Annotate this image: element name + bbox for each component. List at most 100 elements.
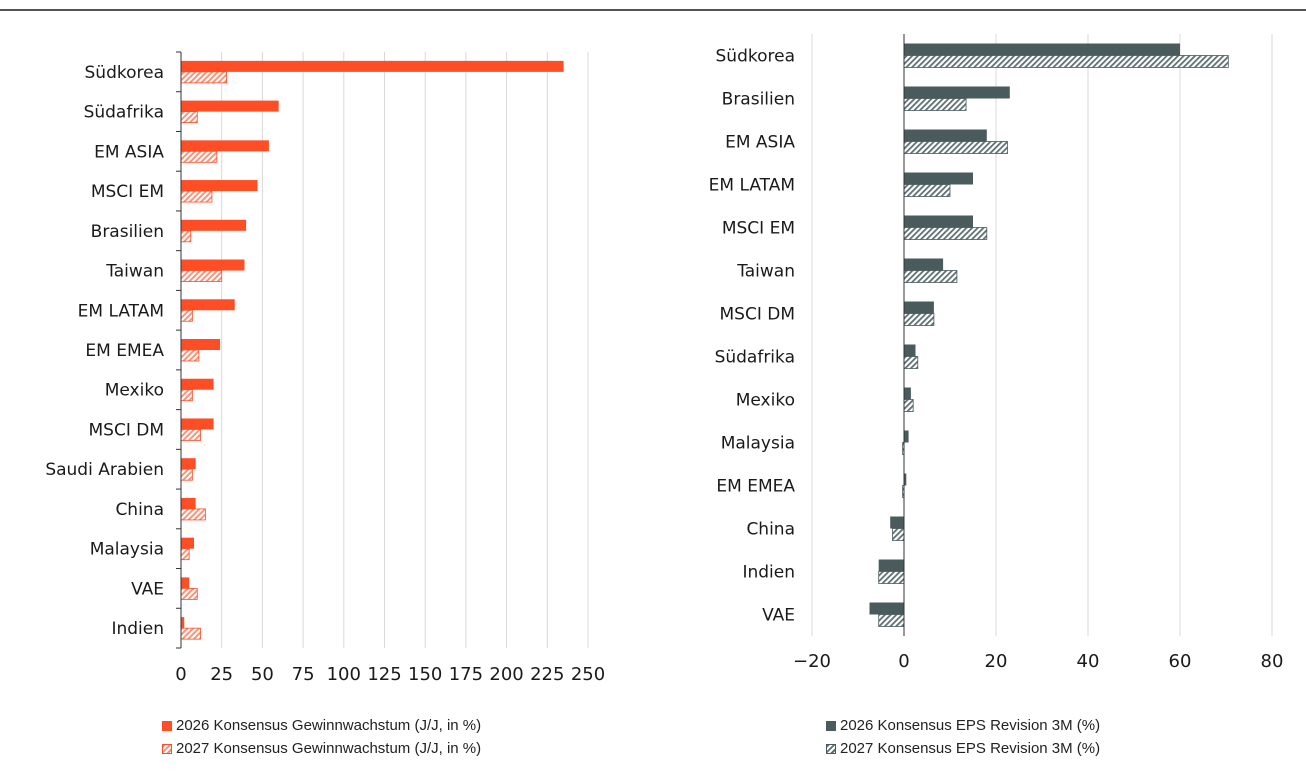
bar-2026 <box>904 215 973 228</box>
bar-2026 <box>181 100 279 112</box>
bar-2027 <box>903 356 919 369</box>
legend-left: 2026 Konsensus Gewinnwachstum (J/J, in %… <box>162 714 481 760</box>
bar-2026 <box>181 299 235 311</box>
x-tick-label: 250 <box>571 664 605 685</box>
category-label: EM EMEA <box>85 341 164 361</box>
bar-2027 <box>180 588 198 600</box>
bar-2026 <box>904 344 916 357</box>
bar-2027 <box>878 614 905 627</box>
category-label: Brasilien <box>722 90 795 110</box>
bar-2026 <box>904 86 1010 99</box>
category-label: EM ASIA <box>725 133 795 153</box>
legend-right: 2026 Konsensus EPS Revision 3M (%) 2027 … <box>826 714 1100 760</box>
bar-2027 <box>180 429 201 441</box>
category-label: Südkorea <box>716 47 796 67</box>
category-label: Südafrika <box>715 348 795 368</box>
legend-label: 2027 Konsensus EPS Revision 3M (%) <box>840 740 1101 757</box>
category-label: EM LATAM <box>78 301 164 321</box>
bar-2027 <box>903 141 1008 154</box>
category-label: EM EMEA <box>716 477 795 497</box>
legend-label: 2027 Konsensus Gewinnwachstum (J/J, in %… <box>176 740 482 757</box>
bar-2026 <box>904 258 944 271</box>
legend-swatch-solid <box>826 720 836 731</box>
bar-2027 <box>903 227 988 240</box>
bar-2026 <box>878 559 904 572</box>
legend-swatch-hatched <box>826 743 836 754</box>
x-tick-label: 175 <box>449 664 483 685</box>
category-label: Malaysia <box>90 540 164 560</box>
bar-2026 <box>181 378 214 390</box>
x-tick-label: 50 <box>251 664 274 685</box>
bar-2027 <box>180 627 201 640</box>
category-label: EM ASIA <box>94 142 164 162</box>
category-label: MSCI DM <box>719 305 795 325</box>
bar-2026 <box>181 259 245 271</box>
category-label: Südkorea <box>85 63 165 83</box>
category-label: Indien <box>111 619 164 639</box>
bar-2026 <box>181 219 247 231</box>
x-tick-label: 200 <box>489 664 523 685</box>
bar-2026 <box>181 458 196 470</box>
bar-2026 <box>904 473 907 486</box>
category-label: Südafrika <box>84 103 164 123</box>
x-tick-label: 20 <box>985 651 1008 672</box>
legend-item-2026-growth: 2026 Konsensus Gewinnwachstum (J/J, in %… <box>162 714 481 737</box>
x-tick-label: 225 <box>530 664 564 685</box>
top-rule <box>0 9 1306 11</box>
bar-2026 <box>181 60 564 72</box>
bar-2027 <box>903 270 958 283</box>
bar-2026 <box>904 301 934 314</box>
bar-2026 <box>181 537 195 549</box>
chart-eps-revision: −20 0 20 40 60 80 Südkorea Brasilien EM ASIA EM L… <box>709 34 1284 672</box>
bar-2026 <box>181 577 190 589</box>
category-label: Indien <box>742 563 795 583</box>
bar-2026 <box>181 497 196 509</box>
bar-2026 <box>181 339 221 350</box>
x-tick-label: 0 <box>898 651 909 672</box>
bar-2027 <box>180 548 190 561</box>
x-tick-label: 0 <box>175 664 186 685</box>
bar-2026 <box>181 180 258 192</box>
legend-swatch-hatched <box>162 743 172 754</box>
bar-2027 <box>180 150 218 163</box>
bar-2027 <box>180 468 193 481</box>
bar-2027 <box>180 309 193 322</box>
category-label: Taiwan <box>105 262 164 282</box>
bar-2026 <box>904 43 1180 56</box>
category-label: Brasilien <box>91 222 164 242</box>
category-label: VAE <box>762 606 795 626</box>
bar-2027 <box>903 313 935 326</box>
bar-2027 <box>903 184 951 197</box>
legend-label: 2026 Konsensus EPS Revision 3M (%) <box>840 717 1101 734</box>
chart-gewinnwachstum: 0 25 50 75 100 125 150 175 200 225 250 Südkorea Süda… <box>45 51 605 685</box>
bar-2026 <box>181 617 185 629</box>
legend-swatch-solid <box>162 720 172 731</box>
bar-2026 <box>904 172 973 185</box>
category-label: Saudi Arabien <box>45 460 164 480</box>
category-label: Mexiko <box>105 381 164 401</box>
x-tick-label: −20 <box>793 651 831 672</box>
bar-2026 <box>181 418 214 430</box>
bar-2026 <box>904 430 909 443</box>
category-label: MSCI EM <box>722 219 795 239</box>
legend-label: 2026 Konsensus Gewinnwachstum (J/J, in %… <box>176 717 482 734</box>
bar-2027 <box>180 349 200 362</box>
x-tick-label: 80 <box>1261 651 1284 672</box>
bar-2026 <box>904 129 987 142</box>
bar-2026 <box>904 387 911 400</box>
bar-2027 <box>180 230 192 243</box>
bar-2027 <box>180 71 227 84</box>
bar-2027 <box>892 528 905 541</box>
category-label: China <box>115 500 164 520</box>
bar-2027 <box>903 55 1229 68</box>
legend-item-2027-eps: 2027 Konsensus EPS Revision 3M (%) <box>826 737 1100 760</box>
bar-2027 <box>903 399 914 412</box>
category-label: Taiwan <box>736 262 795 282</box>
legend-item-2026-eps: 2026 Konsensus EPS Revision 3M (%) <box>826 714 1100 737</box>
bar-2027 <box>180 111 198 123</box>
bar-2027 <box>878 571 905 584</box>
category-label: China <box>746 520 795 540</box>
bar-2026 <box>869 602 904 615</box>
bar-2027 <box>180 508 206 521</box>
x-tick-label: 150 <box>408 664 442 685</box>
